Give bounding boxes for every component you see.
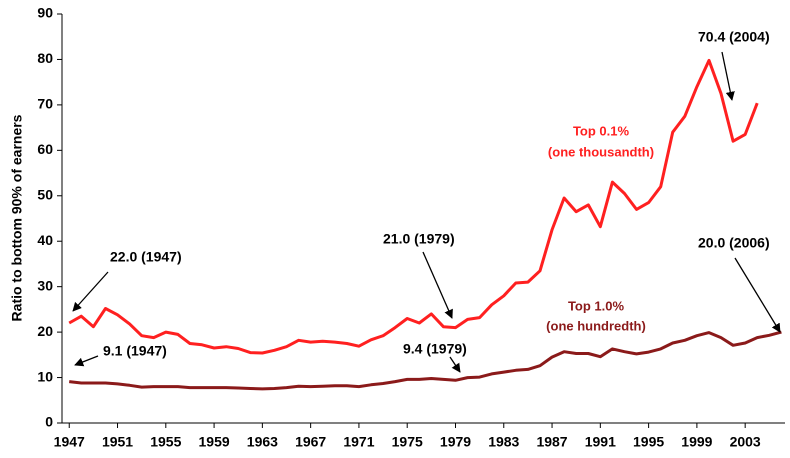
x-tick-label: 1999 [681, 434, 712, 450]
y-tick-label: 10 [37, 368, 53, 384]
y-tick-label: 40 [37, 232, 53, 248]
annotation-arrow [72, 271, 109, 312]
x-tick-label: 1983 [488, 434, 519, 450]
x-tick-label: 2003 [730, 434, 761, 450]
x-tick-label: 1947 [54, 434, 85, 450]
y-tick-label: 70 [37, 96, 53, 112]
x-tick-label: 1987 [536, 434, 567, 450]
annotation-arrow [734, 257, 781, 333]
x-tick-label: 1951 [102, 434, 133, 450]
x-tick-label: 1955 [150, 434, 181, 450]
x-tick-label: 1959 [199, 434, 230, 450]
annotation: 21.0 (1979) [383, 231, 455, 247]
annotation: 9.1 (1947) [103, 343, 167, 359]
annotation-arrow [721, 51, 735, 101]
y-axis-label: Ratio to bottom 90% of earners [9, 114, 25, 321]
x-tick-label: 1971 [343, 434, 374, 450]
annotation: 22.0 (1947) [110, 249, 182, 265]
y-tick-label: 90 [37, 5, 53, 21]
series-label: (one thousandth) [548, 144, 654, 159]
x-tick-label: 1975 [392, 434, 423, 450]
series-label: Top 0.1% [573, 123, 630, 138]
y-tick-label: 80 [37, 50, 53, 66]
x-tick-label: 1967 [295, 434, 326, 450]
x-tick-label: 1979 [440, 434, 471, 450]
annotation: 70.4 (2004) [698, 29, 770, 45]
x-tick-label: 1991 [585, 434, 616, 450]
annotation: 9.4 (1979) [403, 341, 467, 357]
y-tick-label: 20 [37, 323, 53, 339]
annotation-arrow [422, 251, 453, 319]
x-tick-label: 1963 [247, 434, 278, 450]
series-line [69, 330, 782, 391]
series-label: (one hundredth) [546, 318, 646, 333]
y-tick-label: 50 [37, 186, 53, 202]
annotation: 20.0 (2006) [698, 235, 770, 251]
annotation-arrow [449, 356, 461, 373]
annotation-arrow [74, 355, 99, 367]
y-tick-label: 60 [37, 141, 53, 157]
series-label: Top 1.0% [568, 298, 625, 313]
y-tick-label: 30 [37, 277, 53, 293]
y-tick-label: 0 [45, 414, 53, 430]
x-tick-label: 1995 [633, 434, 664, 450]
series-line [68, 58, 759, 355]
